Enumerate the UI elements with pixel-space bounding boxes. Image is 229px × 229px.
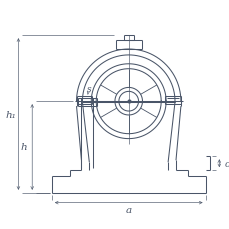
- Text: c: c: [223, 159, 228, 168]
- Text: h: h: [20, 143, 27, 152]
- Text: s: s: [87, 85, 91, 93]
- Text: h₁: h₁: [5, 110, 16, 119]
- Text: a: a: [125, 205, 131, 214]
